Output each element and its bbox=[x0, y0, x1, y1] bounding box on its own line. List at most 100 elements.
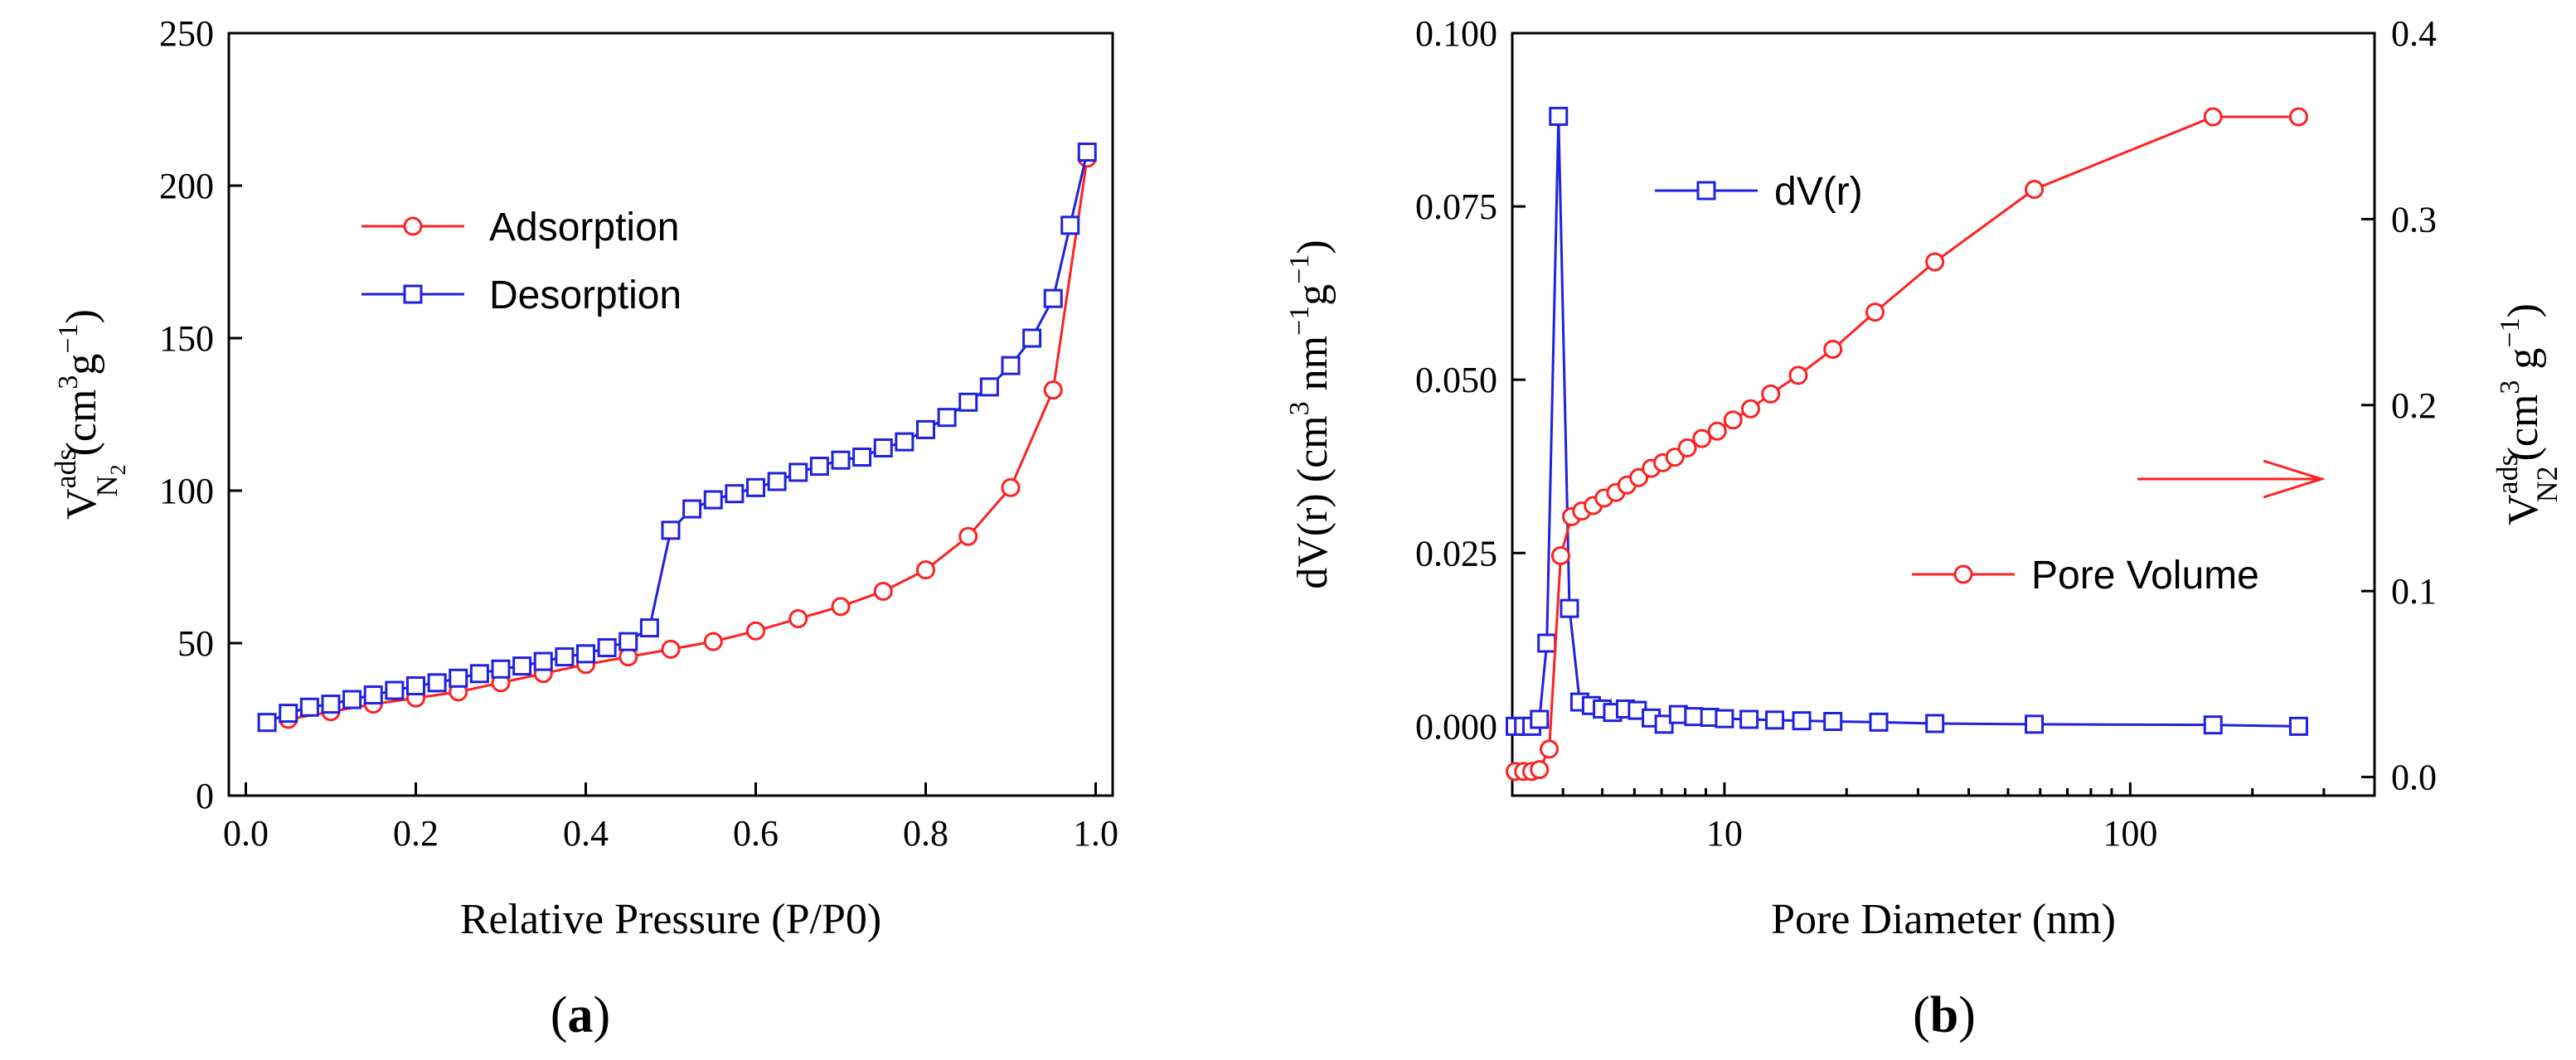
desorption-data-point bbox=[555, 647, 575, 667]
panel-a-y-tick-label: 0 bbox=[196, 776, 214, 816]
desorption-data-point bbox=[809, 457, 829, 477]
desorption-data-point bbox=[852, 448, 872, 467]
panel-b-left-y-tick-label: 0.050 bbox=[1415, 360, 1497, 400]
panel-b-right-y-tick-label: 0.0 bbox=[2391, 757, 2437, 798]
desorption-data-point bbox=[406, 676, 425, 696]
panel-a-x-tick-label: 0.2 bbox=[393, 813, 439, 854]
dv-r-series-line bbox=[1515, 116, 2299, 728]
panel-b: 10 100 0.000 0.025 0.050 0.075 0.100 0.0 0.1 0.… bbox=[1284, 13, 2564, 1043]
legend-adsorption-label: Adsorption bbox=[489, 206, 679, 249]
dv-r-data-point bbox=[2288, 716, 2308, 736]
desorption-data-point bbox=[958, 392, 978, 412]
desorption-data-point bbox=[1077, 143, 1097, 162]
panel-b-right-y-tick-label: 0.3 bbox=[2391, 199, 2437, 240]
desorption-data-point bbox=[279, 704, 298, 724]
pore-volume-data-point bbox=[2203, 107, 2223, 127]
dv-r-data-point bbox=[1925, 714, 1945, 733]
legend-dvr-label: dV(r) bbox=[1774, 170, 1863, 214]
desorption-data-point bbox=[576, 644, 595, 664]
desorption-data-point bbox=[746, 477, 765, 497]
legend-pore-volume-label: Pore Volume bbox=[2031, 554, 2259, 598]
desorption-data-point bbox=[449, 668, 468, 688]
desorption-data-point bbox=[831, 450, 851, 470]
dv-r-data-point bbox=[1715, 709, 1734, 728]
panel-b-left-y-tick-label: 0.000 bbox=[1415, 706, 1497, 747]
adsorption-data-point bbox=[1043, 380, 1063, 400]
panel-b-right-y-axis-label: Vads N2(cm3 g−1) bbox=[2491, 303, 2564, 525]
legend-dvr-marker bbox=[1696, 181, 1716, 201]
pore-volume-data-point bbox=[1665, 448, 1685, 467]
adsorption-data-point bbox=[873, 581, 893, 601]
pore-volume-data-point bbox=[1740, 399, 1760, 419]
pore-volume-data-point bbox=[1677, 438, 1697, 457]
dv-r-data-point bbox=[2203, 715, 2223, 735]
panel-b-right-y-tick-label: 0.2 bbox=[2391, 385, 2437, 426]
pore-volume-data-point bbox=[1823, 339, 1843, 359]
panel-a-y-tick-label: 250 bbox=[159, 13, 214, 54]
adsorption-data-point bbox=[916, 560, 935, 580]
desorption-data-point bbox=[257, 713, 277, 733]
pore-volume-data-point bbox=[1692, 428, 1712, 448]
pore-volume-data-point bbox=[1707, 421, 1727, 441]
panel-a-y-tick-label: 200 bbox=[159, 166, 214, 206]
pore-volume-series-line bbox=[1515, 115, 2299, 773]
pore-volume-data-point bbox=[1761, 384, 1781, 404]
dv-r-data-point bbox=[1792, 711, 1812, 731]
desorption-data-point bbox=[703, 490, 723, 510]
panel-b-right-y-tick-label: 0.4 bbox=[2391, 13, 2437, 54]
panel-a-y-tick-label: 150 bbox=[159, 318, 214, 359]
pore-volume-data-point bbox=[1550, 546, 1570, 566]
panel-a-x-tick-label: 0.0 bbox=[223, 813, 269, 854]
pore-volume-data-point bbox=[1540, 739, 1560, 759]
desorption-data-point bbox=[873, 438, 893, 457]
pore-volume-data-point bbox=[1865, 303, 1885, 322]
dv-r-data-point bbox=[1537, 633, 1557, 653]
dv-r-data-point bbox=[1530, 709, 1550, 729]
panel-a: 0.0 0.2 0.4 0.6 0.8 1.0 0 50 100 150 200 250 Relat… bbox=[49, 13, 1118, 1043]
adsorption-data-point bbox=[958, 526, 978, 546]
adsorption-data-point bbox=[703, 632, 723, 651]
panel-b-x-tick-label: 100 bbox=[2103, 813, 2157, 854]
desorption-data-point bbox=[619, 632, 638, 651]
panel-a-y-tick-label: 50 bbox=[177, 623, 214, 664]
dv-r-data-point bbox=[1739, 709, 1759, 729]
adsorption-data-point bbox=[788, 609, 808, 629]
dv-r-data-point bbox=[1549, 106, 1569, 126]
legend-pore-volume-marker bbox=[1953, 564, 1973, 584]
desorption-data-point bbox=[491, 659, 511, 679]
pore-volume-data-point bbox=[2288, 107, 2308, 127]
desorption-series-line bbox=[266, 152, 1089, 724]
panel-a-x-tick-label: 0.8 bbox=[903, 813, 948, 854]
dv-r-data-point bbox=[1869, 712, 1889, 732]
panel-a-x-tick-label: 1.0 bbox=[1073, 813, 1118, 854]
pore-volume-data-point bbox=[1723, 410, 1743, 430]
panel-a-x-axis-label: Relative Pressure (P/P0) bbox=[460, 896, 881, 943]
panel-b-left-y-axis-label: dV(r) (cm3 nm−1g−1) bbox=[1284, 240, 1337, 589]
panel-a-legend: Adsorption Desorption bbox=[361, 206, 682, 317]
desorption-data-point bbox=[937, 408, 957, 428]
pore-volume-data-point bbox=[1925, 252, 1945, 272]
panel-b-right-y-tick-label: 0.1 bbox=[2391, 571, 2437, 612]
pore-volume-data-point bbox=[1530, 760, 1550, 780]
desorption-data-point bbox=[533, 651, 553, 671]
desorption-data-point bbox=[767, 472, 787, 491]
panel-b-legend: dV(r) Pore Volume bbox=[1655, 170, 2326, 598]
legend-adsorption-marker bbox=[403, 216, 423, 236]
panel-a-caption: (a) bbox=[551, 987, 610, 1043]
dv-r-data-point bbox=[1560, 598, 1579, 618]
desorption-data-point bbox=[979, 377, 999, 397]
panel-a-x-tick-label: 0.6 bbox=[733, 813, 779, 854]
dv-r-data-point bbox=[1684, 707, 1704, 727]
legend-desorption-label: Desorption bbox=[489, 273, 682, 317]
desorption-data-point bbox=[639, 618, 659, 638]
dv-r-data-point bbox=[1765, 710, 1785, 730]
adsorption-data-point bbox=[746, 621, 765, 641]
desorption-data-point bbox=[788, 462, 808, 482]
adsorption-data-point bbox=[1001, 477, 1021, 497]
desorption-data-point bbox=[916, 419, 935, 439]
dv-r-data-point bbox=[1654, 714, 1674, 734]
panel-a-y-axis-label: Vads N2(cm3g−1) bbox=[49, 309, 130, 520]
